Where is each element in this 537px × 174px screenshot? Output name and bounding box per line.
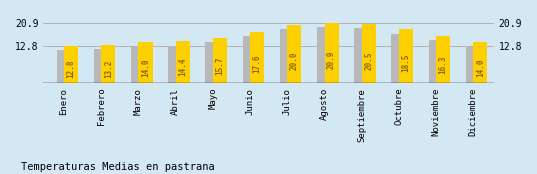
Text: 16.3: 16.3 <box>439 56 448 74</box>
Text: Temperaturas Medias en pastrana: Temperaturas Medias en pastrana <box>21 162 215 172</box>
Bar <box>391 34 405 83</box>
Bar <box>473 42 488 83</box>
Text: 12.8: 12.8 <box>67 60 76 78</box>
Text: 13.2: 13.2 <box>104 59 113 78</box>
Bar <box>139 42 153 83</box>
Bar <box>466 47 480 83</box>
Bar <box>56 50 71 83</box>
Bar <box>280 29 294 83</box>
Text: 14.0: 14.0 <box>476 58 485 77</box>
Text: 14.4: 14.4 <box>178 58 187 76</box>
Bar <box>94 49 108 83</box>
Bar <box>287 25 301 83</box>
Text: 20.9: 20.9 <box>327 51 336 69</box>
Bar <box>64 46 78 83</box>
Bar <box>206 42 220 83</box>
Bar <box>436 36 451 83</box>
Bar <box>399 29 413 83</box>
Bar <box>362 24 376 83</box>
Bar <box>168 46 183 83</box>
Text: 14.0: 14.0 <box>141 58 150 77</box>
Bar <box>317 27 331 83</box>
Bar <box>429 40 443 83</box>
Bar <box>213 38 227 83</box>
Text: 17.6: 17.6 <box>252 54 262 73</box>
Bar <box>354 28 368 83</box>
Text: 18.5: 18.5 <box>402 53 410 72</box>
Text: 20.0: 20.0 <box>290 52 299 70</box>
Bar <box>101 45 115 83</box>
Bar <box>243 36 257 83</box>
Bar <box>176 41 190 83</box>
Bar <box>324 22 339 83</box>
Text: 20.5: 20.5 <box>364 51 373 70</box>
Text: 15.7: 15.7 <box>215 57 224 75</box>
Bar <box>250 32 264 83</box>
Bar <box>131 47 145 83</box>
